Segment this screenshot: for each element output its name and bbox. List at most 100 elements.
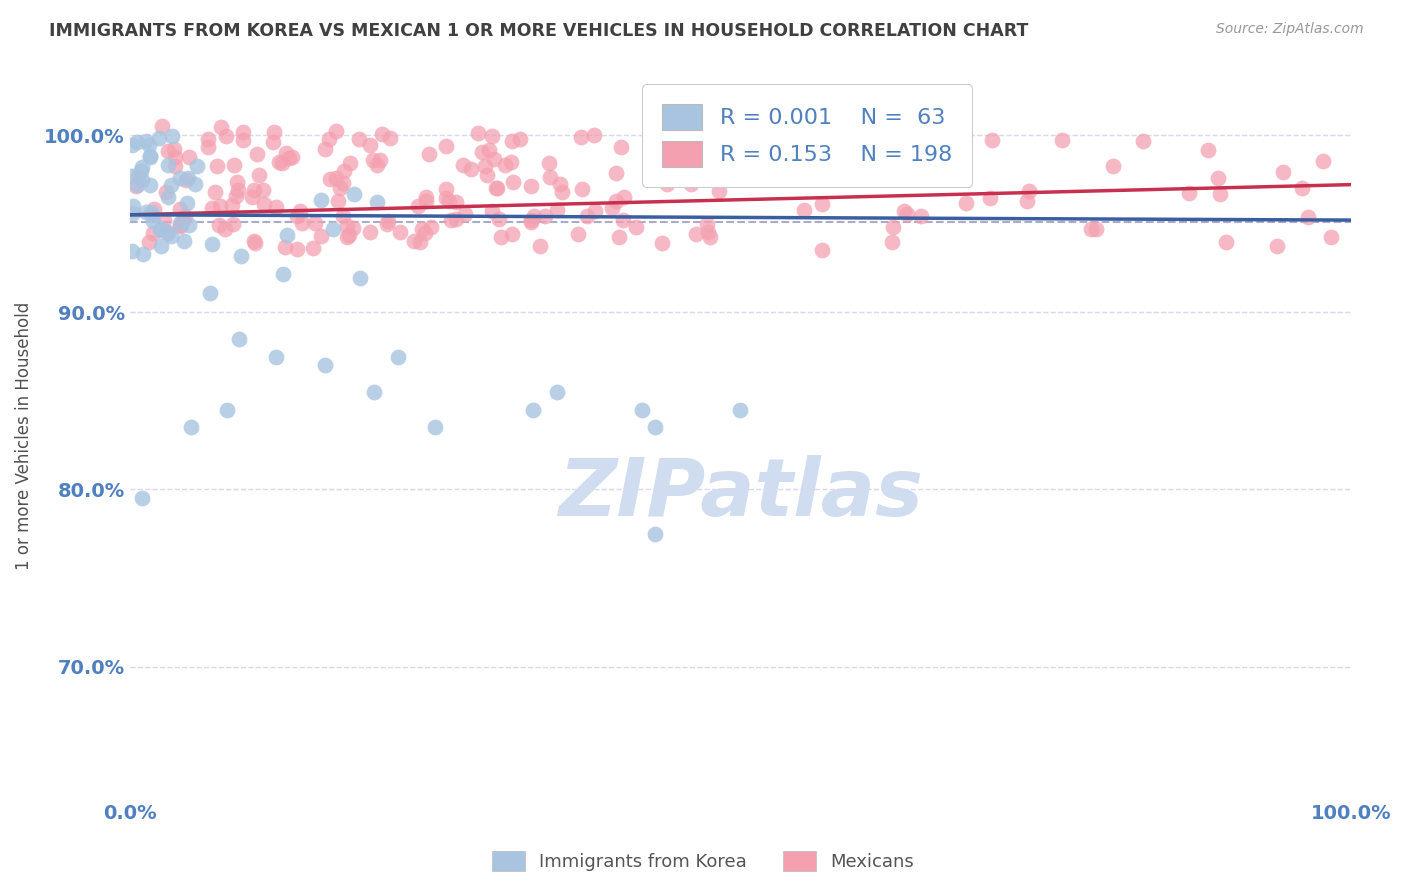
Point bbox=[149, 223, 172, 237]
Point bbox=[121, 137, 143, 152]
Point bbox=[359, 138, 381, 153]
Point bbox=[955, 196, 977, 211]
Point bbox=[318, 171, 340, 186]
Point bbox=[546, 202, 568, 217]
Point bbox=[169, 216, 191, 230]
Point bbox=[165, 159, 187, 173]
Point bbox=[1209, 186, 1232, 201]
Point bbox=[1320, 229, 1343, 244]
Point bbox=[156, 225, 179, 239]
Point bbox=[243, 235, 266, 250]
Point bbox=[605, 166, 627, 180]
Point bbox=[388, 225, 411, 239]
Point bbox=[415, 194, 437, 208]
Point bbox=[253, 197, 276, 211]
Point bbox=[550, 177, 572, 191]
Point bbox=[520, 215, 543, 229]
Point bbox=[314, 359, 336, 373]
Point bbox=[446, 195, 468, 210]
Point bbox=[655, 177, 678, 191]
Point bbox=[474, 159, 496, 173]
Point bbox=[1015, 194, 1038, 208]
Point bbox=[583, 128, 606, 142]
Point bbox=[434, 139, 457, 153]
Point bbox=[207, 159, 229, 173]
Point bbox=[337, 228, 360, 243]
Point bbox=[291, 216, 314, 230]
Point bbox=[652, 164, 675, 178]
Point bbox=[263, 125, 285, 139]
Point bbox=[336, 219, 359, 234]
Point bbox=[910, 209, 932, 223]
Point bbox=[225, 189, 247, 203]
Point bbox=[893, 204, 915, 219]
Point bbox=[240, 190, 263, 204]
Point bbox=[811, 243, 834, 257]
Point bbox=[440, 212, 463, 227]
Point bbox=[434, 181, 457, 195]
Point bbox=[174, 210, 197, 224]
Point bbox=[610, 140, 633, 154]
Point bbox=[131, 163, 153, 178]
Point bbox=[489, 229, 512, 244]
Point bbox=[811, 196, 834, 211]
Point bbox=[792, 202, 814, 217]
Y-axis label: 1 or more Vehicles in Household: 1 or more Vehicles in Household bbox=[15, 302, 32, 570]
Point bbox=[366, 195, 388, 210]
Text: Source: ZipAtlas.com: Source: ZipAtlas.com bbox=[1216, 22, 1364, 37]
Point bbox=[696, 217, 718, 231]
Point bbox=[481, 128, 503, 143]
Point bbox=[229, 249, 252, 263]
Point bbox=[679, 177, 702, 191]
Point bbox=[644, 526, 666, 541]
Point bbox=[484, 181, 506, 195]
Point bbox=[349, 271, 371, 285]
Point bbox=[121, 169, 143, 183]
Point bbox=[695, 146, 717, 161]
Point bbox=[418, 147, 440, 161]
Point bbox=[612, 212, 634, 227]
Point bbox=[661, 167, 683, 181]
Point bbox=[339, 155, 361, 169]
Point bbox=[143, 202, 166, 216]
Point bbox=[697, 161, 720, 176]
Point bbox=[318, 132, 340, 146]
Point bbox=[157, 158, 180, 172]
Point bbox=[631, 402, 654, 417]
Point bbox=[942, 159, 965, 173]
Point bbox=[184, 177, 207, 191]
Point bbox=[139, 151, 162, 165]
Point bbox=[285, 242, 308, 256]
Point bbox=[534, 209, 557, 223]
Point bbox=[415, 190, 437, 204]
Point bbox=[1197, 143, 1219, 157]
Point bbox=[153, 213, 176, 227]
Point bbox=[148, 131, 170, 145]
Point bbox=[276, 146, 298, 161]
Point bbox=[685, 227, 707, 241]
Point bbox=[169, 202, 191, 216]
Point bbox=[274, 240, 297, 254]
Point bbox=[159, 228, 181, 243]
Point bbox=[368, 153, 391, 167]
Point bbox=[605, 194, 627, 208]
Point bbox=[208, 199, 231, 213]
Point bbox=[1296, 211, 1319, 225]
Point bbox=[1272, 164, 1295, 178]
Point bbox=[169, 171, 191, 186]
Point bbox=[214, 129, 236, 144]
Point bbox=[156, 145, 179, 159]
Point bbox=[226, 175, 249, 189]
Point bbox=[538, 155, 561, 169]
Point bbox=[1178, 186, 1201, 200]
Point bbox=[454, 207, 477, 221]
Point bbox=[157, 190, 180, 204]
Point bbox=[127, 169, 149, 184]
Point bbox=[139, 178, 162, 193]
Point bbox=[475, 168, 498, 182]
Point bbox=[201, 201, 224, 215]
Point bbox=[413, 227, 436, 241]
Point bbox=[226, 183, 249, 197]
Point bbox=[314, 142, 336, 156]
Point bbox=[135, 134, 157, 148]
